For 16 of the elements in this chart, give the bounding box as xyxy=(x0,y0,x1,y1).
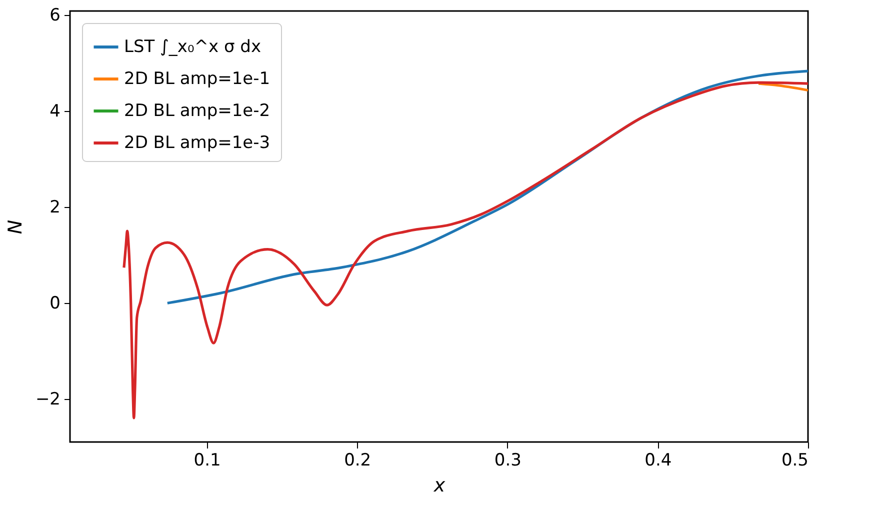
x-tick-label: 0.2 xyxy=(344,450,372,470)
y-tick-label: 4 xyxy=(50,101,60,122)
x-axis-title: x xyxy=(432,474,446,496)
legend-label: 2D BL amp=1e-2 xyxy=(124,101,270,121)
y-tick-label: 0 xyxy=(50,294,60,314)
y-axis-title: N xyxy=(4,220,26,234)
x-tick-label: 0.1 xyxy=(194,450,221,470)
y-tick-label: −2 xyxy=(35,390,60,410)
x-tick-label: 0.3 xyxy=(494,450,522,470)
x-tick-label: 0.4 xyxy=(644,450,672,470)
y-tick-label: 2 xyxy=(50,198,60,218)
y-tick-label: 6 xyxy=(50,5,60,26)
legend-label: 2D BL amp=1e-3 xyxy=(124,133,270,153)
legend-label: 2D BL amp=1e-1 xyxy=(124,69,270,89)
x-tick-label: 0.5 xyxy=(781,450,808,470)
legend-label: LST ∫_x₀^x σ dx xyxy=(124,37,262,57)
